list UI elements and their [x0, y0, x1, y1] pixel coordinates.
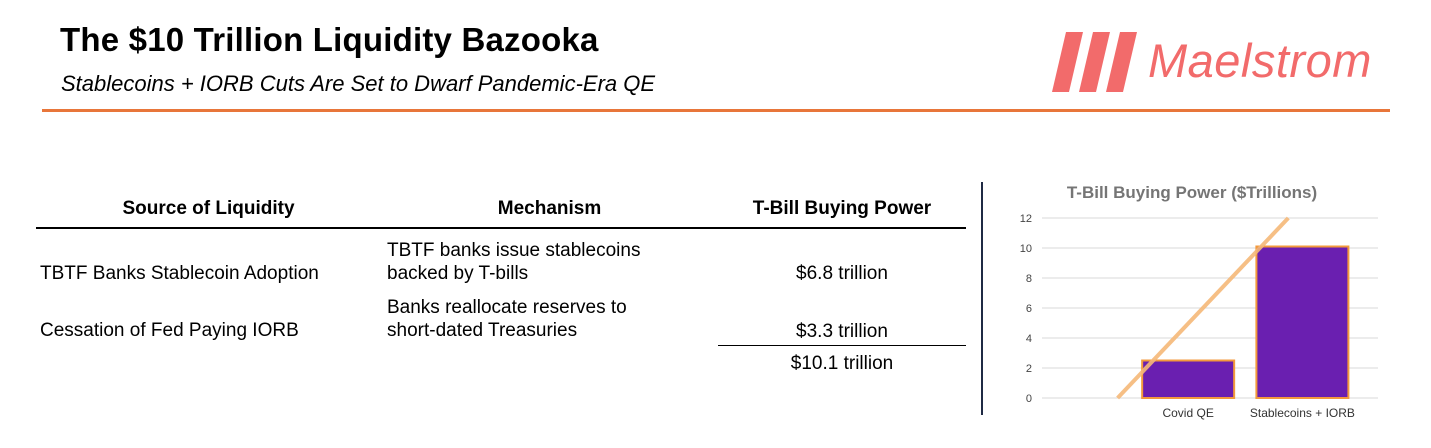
y-tick-label: 6 [1026, 303, 1032, 315]
page-title: The $10 Trillion Liquidity Bazooka [60, 21, 599, 58]
column-header-power: T-Bill Buying Power [718, 192, 966, 229]
y-tick-label: 8 [1026, 273, 1032, 285]
source-cell: TBTF Banks Stablecoin Adoption [40, 263, 319, 284]
table-total-row: $10.1 trillion [36, 344, 966, 378]
source-cell: Cessation of Fed Paying IORB [40, 320, 299, 341]
x-tick-label: Stablecoins + IORB [1250, 406, 1355, 420]
power-cell: $6.8 trillion [796, 263, 888, 284]
vertical-divider [981, 182, 983, 415]
y-tick-label: 0 [1026, 393, 1032, 405]
column-header-source: Source of Liquidity [36, 192, 381, 229]
table-row: TBTF Banks Stablecoin Adoption TBTF bank… [36, 228, 966, 288]
logo-bars-icon [1052, 32, 1137, 92]
power-cell: $3.3 trillion [796, 320, 888, 342]
header-divider [42, 109, 1390, 112]
total-power-cell: $10.1 trillion [718, 344, 966, 378]
liquidity-table: Source of Liquidity Mechanism T-Bill Buy… [36, 192, 966, 378]
mechanism-line: short-dated Treasuries [387, 320, 578, 341]
y-tick-label: 4 [1026, 333, 1032, 345]
mechanism-line: TBTF banks issue stablecoins [387, 240, 641, 261]
mechanism-line: Banks reallocate reserves to [387, 297, 627, 318]
chart-title: T-Bill Buying Power ($Trillions) [1067, 183, 1317, 202]
mechanism-cell: TBTF banks issue stablecoins backed by T… [381, 228, 718, 288]
page-subtitle: Stablecoins + IORB Cuts Are Set to Dwarf… [61, 71, 656, 96]
y-tick-label: 12 [1020, 213, 1032, 225]
logo-text: Maelstrom [1148, 34, 1372, 87]
bar [1141, 359, 1236, 399]
table-header-row: Source of Liquidity Mechanism T-Bill Buy… [36, 192, 966, 229]
table-row: Cessation of Fed Paying IORB Banks reall… [36, 288, 966, 345]
brand-logo: Maelstrom [1052, 30, 1397, 94]
bar [1255, 245, 1350, 399]
mechanism-cell: Banks reallocate reserves to short-dated… [381, 288, 718, 345]
column-header-mechanism: Mechanism [381, 192, 718, 229]
y-tick-label: 10 [1020, 243, 1032, 255]
x-tick-label: Covid QE [1162, 406, 1213, 420]
mechanism-line: backed by T-bills [387, 263, 529, 284]
trend-line [1116, 216, 1290, 400]
buying-power-chart: T-Bill Buying Power ($Trillions) 0 2 4 6 8 10 1… [1020, 183, 1378, 420]
y-tick-label: 2 [1026, 363, 1032, 375]
